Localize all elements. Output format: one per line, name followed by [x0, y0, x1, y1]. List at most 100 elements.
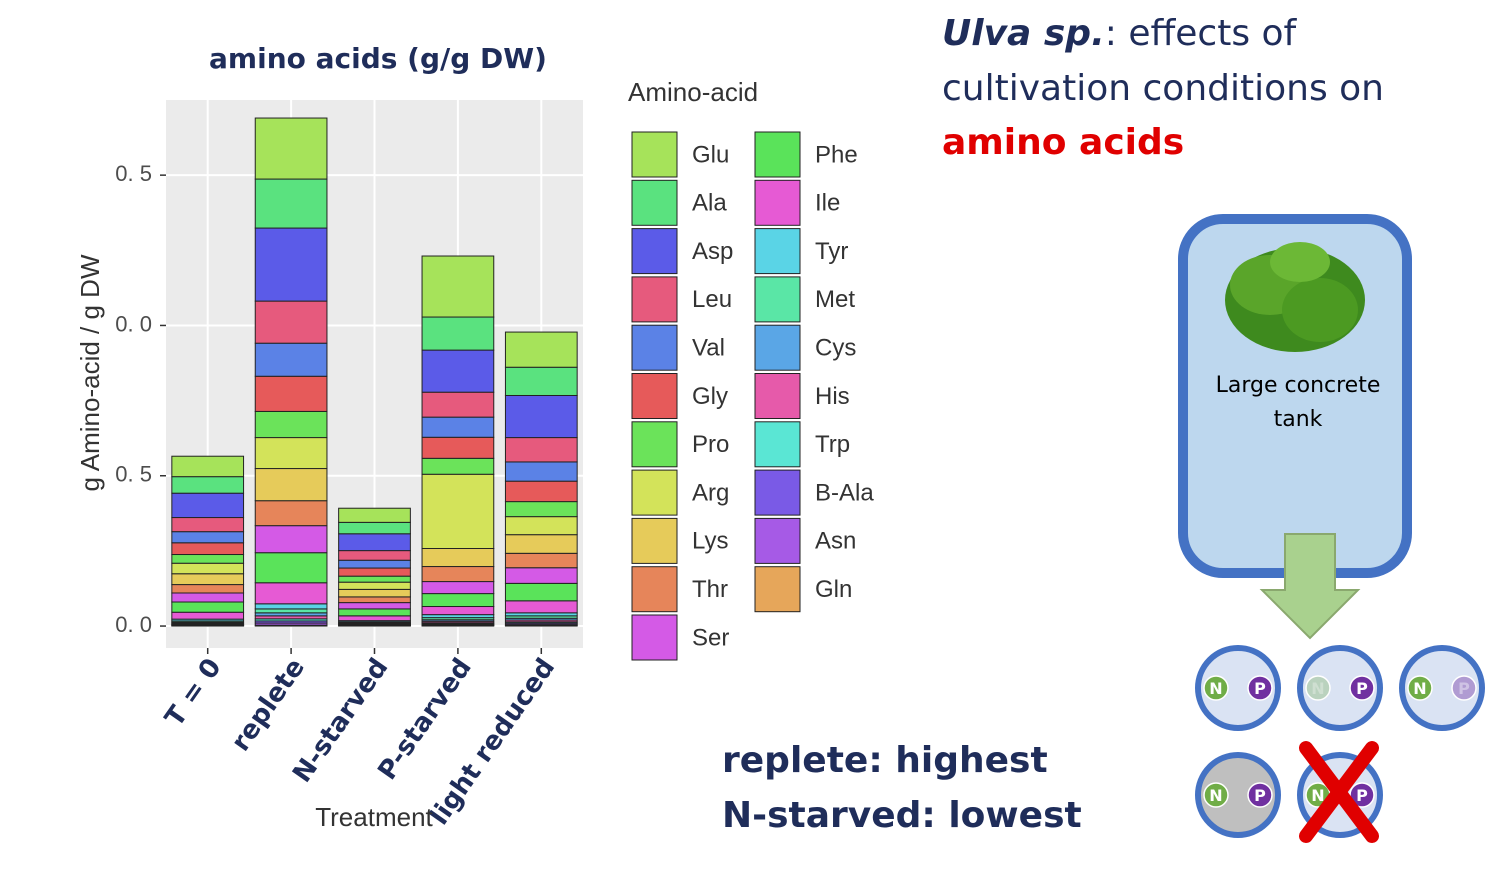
bar-segment: [421, 473, 495, 550]
y-tick-label: 0. 5: [115, 462, 152, 487]
n-circle: [1203, 675, 1229, 701]
x-tick-label: replete: [226, 653, 311, 757]
p-circle: [1349, 782, 1375, 808]
tank-label: tank: [1274, 407, 1323, 432]
y-tick-label: 0. 0: [115, 311, 152, 336]
seaweed: [1225, 242, 1365, 352]
bar-segment: [504, 366, 578, 396]
bar-segment: [504, 552, 578, 569]
heading-rest: : effects of: [1105, 13, 1298, 54]
legend-label: Ala: [692, 190, 727, 217]
bar-segment: [421, 593, 495, 608]
n-label: N: [1209, 679, 1222, 698]
bar-segment: [254, 608, 328, 614]
bar-segment: [254, 603, 328, 610]
heading: Ulva sp.: effects of cultivation conditi…: [942, 13, 1384, 163]
x-axis-label: Treatment: [315, 802, 433, 832]
legend-label: Thr: [692, 576, 728, 603]
heading-red: amino acids: [942, 122, 1184, 163]
bar-segment: [421, 436, 495, 459]
legend-swatch: [754, 324, 801, 371]
cross: [1299, 741, 1379, 843]
n-label: N: [1413, 679, 1426, 698]
n-label: N: [1311, 786, 1324, 805]
bar-segment: [171, 476, 245, 494]
legend-swatch: [754, 566, 801, 613]
p-circle: [1349, 675, 1375, 701]
bar-segment: [254, 300, 328, 344]
bar-segment: [171, 517, 245, 533]
p-label: P: [1458, 679, 1470, 698]
legend-swatch: [631, 469, 678, 516]
legend-swatch: [754, 276, 801, 323]
bar-segment: [254, 227, 328, 302]
bar-segment: [171, 601, 245, 613]
legend-title: Amino-acid: [628, 77, 758, 107]
bar-segment: [421, 548, 495, 568]
bar-segment: [338, 567, 411, 577]
bar-segment: [254, 552, 328, 584]
legend-swatch: [631, 324, 678, 371]
bar-segment: [254, 410, 328, 439]
legend-label: B-Ala: [815, 479, 874, 506]
bar-segment: [504, 480, 578, 503]
bar-segment: [421, 566, 495, 583]
legend-swatch: [631, 131, 678, 178]
n-label: N: [1311, 679, 1324, 698]
legend-label: Ile: [815, 190, 840, 217]
legend-swatch: [754, 469, 801, 516]
bar-segment: [338, 596, 411, 604]
bar-segment: [338, 581, 411, 590]
legend-swatch: [754, 179, 801, 226]
legend-label: Gly: [692, 383, 728, 410]
legend-swatch: [754, 517, 801, 564]
n-circle: [1305, 675, 1331, 701]
legend-label: Leu: [692, 286, 732, 313]
legend-swatch: [631, 373, 678, 419]
bar-segment: [171, 584, 245, 594]
legend-swatch: [754, 421, 801, 468]
legend-swatch: [754, 373, 801, 419]
bar-segment: [254, 582, 328, 605]
bar-segment: [254, 468, 328, 502]
legend-swatch: [754, 228, 801, 275]
legend-label: Arg: [692, 479, 729, 506]
legend-label: Met: [815, 286, 855, 313]
condition-circle: [1195, 645, 1281, 731]
bar-segment: [338, 533, 411, 552]
legend-swatch: [631, 566, 678, 613]
bar-segment: [338, 507, 411, 523]
legend-label: Pro: [692, 431, 729, 458]
bar-segment: [338, 521, 411, 535]
p-circle: [1247, 675, 1273, 701]
tank-label: Large concrete: [1216, 373, 1381, 398]
bar-segment: [421, 457, 495, 475]
p-circle: [1247, 782, 1273, 808]
condition-circle: [1195, 752, 1281, 838]
legend-label: His: [815, 383, 850, 410]
legend-label: Phe: [815, 141, 858, 168]
bar-segment: [338, 575, 411, 583]
legend-label: Glu: [692, 141, 729, 168]
summary: N-starved: lowest: [722, 795, 1082, 836]
chart-title: amino acids (g/g DW): [209, 42, 547, 75]
condition-circle: [1297, 645, 1383, 731]
legend-swatch: [631, 228, 678, 275]
bar-segment: [171, 592, 245, 603]
legend-swatch: [631, 276, 678, 323]
n-circle: [1203, 782, 1229, 808]
bar-segment: [254, 500, 328, 527]
bar-segment: [421, 349, 495, 393]
bar-segment: [338, 608, 411, 617]
summary: replete: highest: [722, 740, 1048, 781]
bar-segment: [338, 559, 411, 569]
bar-segment: [254, 117, 328, 180]
bar-segment: [421, 391, 495, 418]
bar-segment: [338, 588, 411, 598]
condition-circle: [1399, 645, 1485, 731]
legend-label: Cys: [815, 335, 856, 362]
p-circle: [1451, 675, 1477, 701]
bar-segment: [504, 501, 578, 518]
bar-segment: [171, 542, 245, 556]
